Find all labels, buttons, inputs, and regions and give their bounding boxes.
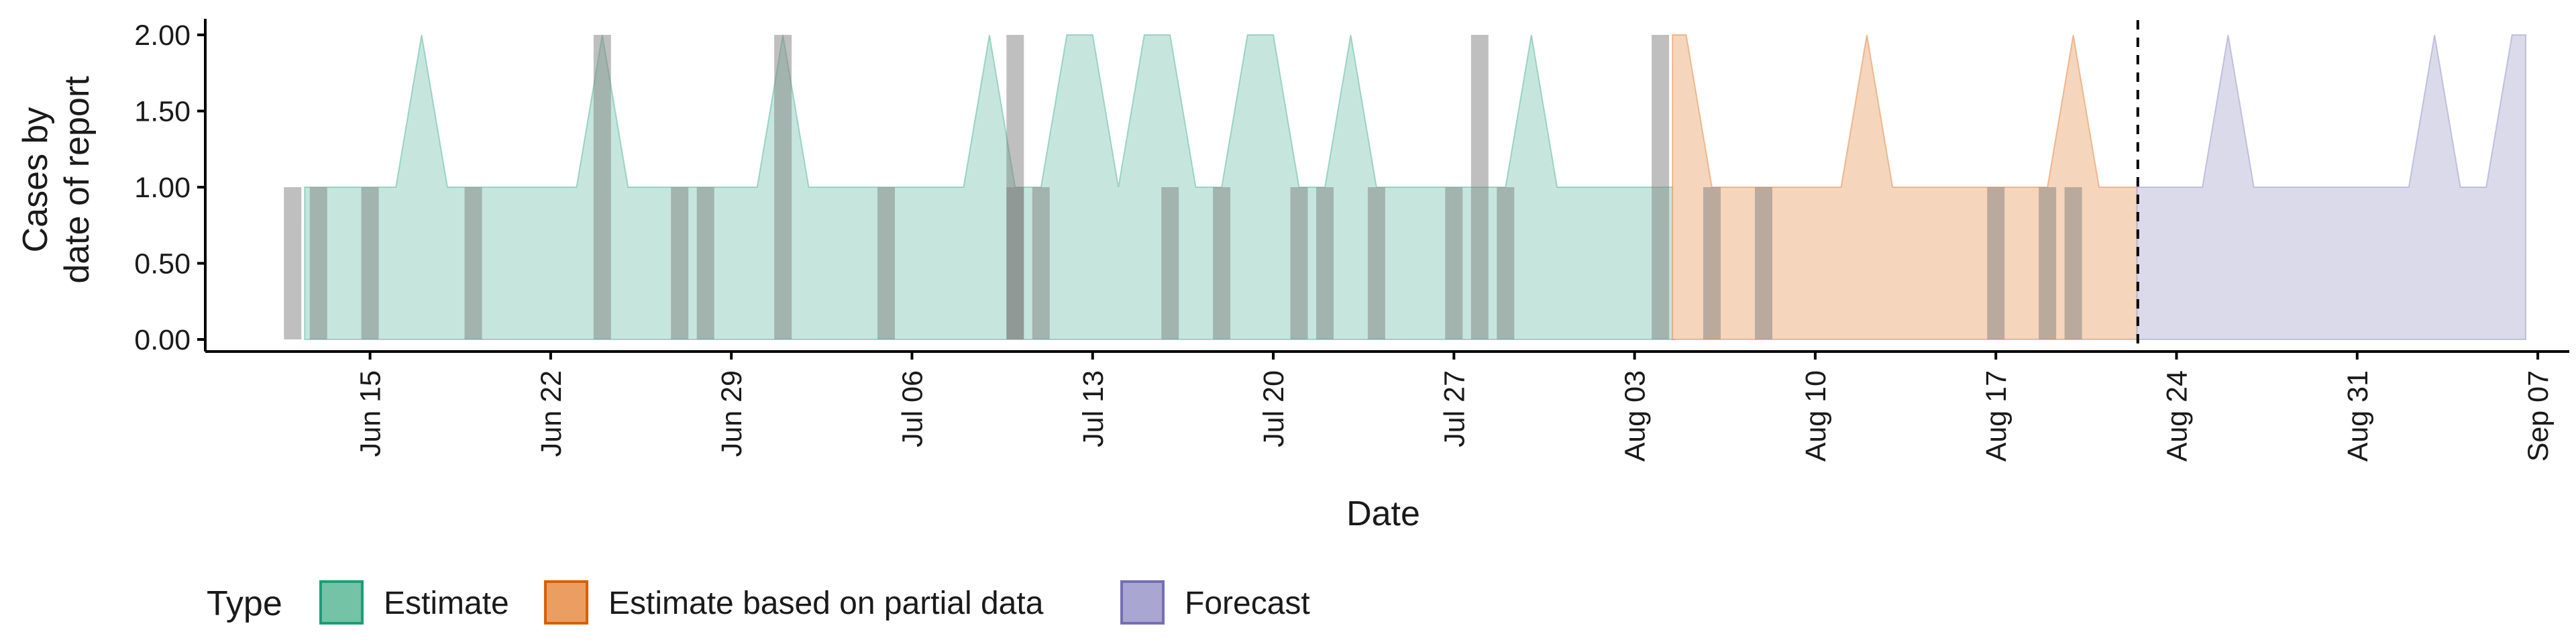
legend-key-partial bbox=[544, 580, 588, 625]
reported-bar bbox=[1445, 187, 1463, 339]
legend-label-forecast: Forecast bbox=[1185, 586, 1310, 621]
reported-bar bbox=[1755, 187, 1772, 339]
reported-bar bbox=[593, 35, 611, 339]
reported-bar bbox=[1703, 187, 1721, 339]
ribbon-estimate bbox=[304, 34, 1675, 340]
reported-bar bbox=[1497, 187, 1515, 339]
reported-bar bbox=[877, 187, 895, 339]
y-tick-label: 0.00 bbox=[134, 324, 191, 356]
x-tick-label: Jun 29 bbox=[716, 370, 748, 457]
x-tick-label: Jul 06 bbox=[896, 370, 928, 447]
y-tick-label: 1.00 bbox=[134, 172, 191, 204]
reported-bar bbox=[1006, 187, 1024, 339]
ribbon-partial bbox=[1672, 34, 2140, 340]
x-tick-label: Aug 10 bbox=[1800, 370, 1832, 462]
reported-bar bbox=[1652, 35, 1670, 339]
reported-case-bars bbox=[284, 35, 2082, 339]
reported-bar bbox=[1213, 187, 1231, 339]
axes: 0.00 0.50 1.00 1.50 2.00 Jun 15 Jun 22 Jun 29 Ju… bbox=[134, 19, 2569, 462]
legend-label-partial: Estimate based on partial data bbox=[608, 586, 1044, 621]
ribbon-forecast bbox=[2136, 34, 2527, 340]
y-tick-label: 2.00 bbox=[134, 19, 191, 52]
y-axis-title: Cases by date of report bbox=[16, 76, 97, 284]
x-tick-label: Jul 20 bbox=[1258, 370, 1290, 447]
x-tick-label: Jun 22 bbox=[535, 370, 568, 457]
reported-bar bbox=[774, 35, 792, 339]
series-ribbons bbox=[304, 34, 2527, 340]
reported-bar bbox=[2064, 187, 2082, 339]
x-axis-title: Date bbox=[1346, 494, 1420, 533]
legend: Type Estimate Estimate based on partial … bbox=[207, 580, 1310, 625]
legend-title: Type bbox=[207, 584, 282, 623]
reported-bar bbox=[1032, 187, 1050, 339]
x-tick-label: Aug 17 bbox=[1980, 370, 2012, 462]
reported-bar bbox=[696, 187, 714, 339]
reported-bar bbox=[1316, 187, 1334, 339]
y-tick-label: 1.50 bbox=[134, 96, 191, 128]
legend-label-estimate: Estimate bbox=[384, 586, 509, 621]
x-tick-label: Sep 07 bbox=[2522, 370, 2555, 462]
reported-bar bbox=[1987, 187, 2005, 339]
reported-bar bbox=[2039, 187, 2057, 339]
reported-bar bbox=[671, 187, 689, 339]
x-tick-label: Aug 24 bbox=[2161, 370, 2194, 462]
reported-bar bbox=[464, 187, 482, 339]
x-tick-label: Jun 15 bbox=[355, 370, 387, 457]
reported-bar bbox=[1290, 187, 1308, 339]
x-tick-label: Jul 27 bbox=[1438, 370, 1470, 447]
y-axis-title-line-2: date of report bbox=[58, 76, 97, 284]
x-tick-label: Jul 13 bbox=[1077, 370, 1110, 447]
reported-bar bbox=[361, 187, 379, 339]
reported-bar bbox=[284, 187, 302, 339]
x-tick-label: Aug 03 bbox=[1619, 370, 1652, 462]
x-tick-label: Aug 31 bbox=[2342, 370, 2374, 462]
y-axis-title-line-1: Cases by bbox=[16, 107, 55, 253]
reported-bar bbox=[1470, 35, 1489, 339]
reported-bar bbox=[1367, 187, 1385, 339]
y-tick-label: 0.50 bbox=[134, 248, 191, 280]
legend-key-estimate bbox=[319, 580, 364, 625]
reported-bar bbox=[309, 187, 327, 339]
legend-key-forecast bbox=[1120, 580, 1165, 625]
reported-bar bbox=[1161, 187, 1179, 339]
